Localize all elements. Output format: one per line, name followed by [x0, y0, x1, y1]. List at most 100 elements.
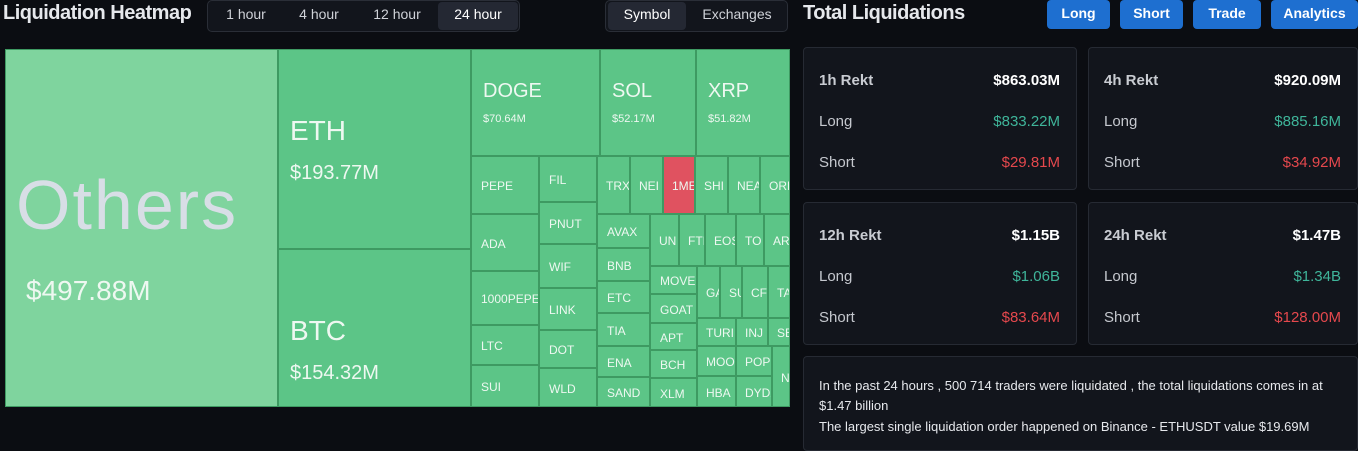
- cell-label: DOGE: [483, 80, 542, 102]
- heatmap-cell[interactable]: DYDX: [736, 376, 772, 407]
- heatmap-cell[interactable]: SOL $52.17M: [600, 49, 696, 156]
- cell-label: PNUT: [549, 217, 582, 231]
- time-tab[interactable]: 1 hour: [226, 6, 266, 22]
- heatmap-cell[interactable]: TO: [736, 214, 764, 266]
- heatmap-cell[interactable]: 1ME: [663, 156, 695, 214]
- cell-label: LTC: [481, 339, 503, 353]
- stat-value: $128.00M: [1274, 309, 1341, 326]
- heatmap-cell[interactable]: TURI: [697, 318, 736, 346]
- heatmap-cell[interactable]: DOT: [539, 330, 597, 368]
- heatmap-cell[interactable]: XRP $51.82M: [696, 49, 790, 156]
- cell-label: ENA: [607, 355, 632, 370]
- heatmap-cell[interactable]: AVAX: [597, 214, 650, 248]
- heatmap-cell[interactable]: ENA: [597, 346, 650, 377]
- heatmap-cell[interactable]: DOGE $70.64M: [471, 49, 600, 156]
- heatmap-cell[interactable]: SEI: [768, 318, 790, 346]
- heatmap-cell[interactable]: SU: [720, 266, 742, 318]
- heatmap-cell[interactable]: TRX: [597, 156, 630, 214]
- stat-label: Long: [1104, 113, 1138, 130]
- cell-label: ADA: [481, 236, 506, 251]
- heatmap-cell[interactable]: MOO: [697, 346, 736, 376]
- stat-value: $833.22M: [993, 113, 1060, 130]
- view-tab[interactable]: Symbol: [608, 2, 686, 30]
- action-button[interactable]: Trade: [1193, 0, 1261, 29]
- heatmap-cell[interactable]: PEPE: [471, 156, 539, 214]
- heatmap-cell[interactable]: LTC: [471, 325, 539, 365]
- cell-label: GOAT: [660, 302, 694, 317]
- heatmap-cell[interactable]: PNUT: [539, 202, 597, 244]
- heatmap-cell[interactable]: TIA: [597, 313, 650, 346]
- heatmap-cell[interactable]: WIF: [539, 244, 597, 288]
- heatmap-cell[interactable]: SUI: [471, 365, 539, 407]
- heatmap-cell[interactable]: GOAT: [650, 294, 697, 323]
- cell-label: HBA: [706, 385, 731, 400]
- stat-value: $29.81M: [1001, 154, 1060, 171]
- heatmap-cell[interactable]: TA: [768, 266, 790, 318]
- heatmap-cell[interactable]: ORD: [760, 156, 790, 214]
- heatmap-cell[interactable]: ETH $193.77M: [278, 49, 471, 249]
- cell-label: XLM: [660, 386, 685, 401]
- heatmap-cell[interactable]: ETC: [597, 281, 650, 313]
- cell-value: $497.88M: [26, 275, 151, 306]
- cell-label: MOO: [706, 355, 735, 369]
- heatmap-cell[interactable]: NEI: [630, 156, 663, 214]
- stat-card: 1h Rekt $863.03M Long $833.22M Short $29.81M: [803, 47, 1077, 190]
- summary-text: In the past 24 hours , 500 714 traders w…: [819, 378, 1323, 413]
- cell-label: AVAX: [607, 225, 638, 239]
- heatmap-cell[interactable]: ADA: [471, 214, 539, 271]
- heatmap-cell[interactable]: APT: [650, 323, 697, 350]
- cell-label: SUI: [481, 380, 502, 394]
- heatmap-cell[interactable]: LINK: [539, 288, 597, 330]
- time-tab[interactable]: 12 hour: [373, 6, 421, 22]
- heatmap-cell[interactable]: INJ: [736, 318, 768, 346]
- heatmap-cell[interactable]: EOS: [705, 214, 736, 266]
- heatmap-cell[interactable]: POPC: [736, 346, 772, 376]
- heatmap-cell[interactable]: XLM: [650, 378, 697, 407]
- cell-label: DOT: [549, 343, 575, 357]
- heatmap-cell[interactable]: FIL: [539, 156, 597, 202]
- cell-label: BNB: [607, 258, 632, 273]
- cell-label: DYDX: [745, 385, 771, 400]
- heatmap-cell[interactable]: Others $497.88M: [5, 49, 278, 407]
- heatmap-cell[interactable]: FTI: [679, 214, 705, 266]
- cell-label: TA: [777, 286, 789, 300]
- heatmap-cell[interactable]: BNB: [597, 248, 650, 281]
- heatmap-cell[interactable]: MOVE: [650, 266, 697, 294]
- cell-label: UN: [659, 234, 677, 248]
- stat-card: 12h Rekt $1.15B Long $1.06B Short $83.64M: [803, 202, 1077, 345]
- heatmap-cell[interactable]: 1000PEPE: [471, 271, 539, 325]
- stat-label: Long: [1104, 268, 1138, 285]
- stat-value: $1.34B: [1293, 268, 1341, 285]
- heatmap-cell[interactable]: AR: [764, 214, 790, 266]
- stat-label: 24h Rekt: [1104, 227, 1167, 244]
- heatmap-cell[interactable]: BTC $154.32M: [278, 249, 471, 407]
- cell-label: WLD: [549, 381, 576, 396]
- cell-label: PEPE: [481, 179, 514, 193]
- cell-label: ETC: [607, 291, 631, 305]
- heatmap-cell[interactable]: GA: [697, 266, 720, 318]
- heatmap-cell[interactable]: CF: [742, 266, 768, 318]
- stat-label: Long: [819, 268, 853, 285]
- cell-label: FTI: [688, 234, 705, 248]
- time-tab[interactable]: 4 hour: [299, 6, 339, 22]
- heatmap-cell[interactable]: WLD: [539, 368, 597, 407]
- cell-label: FIL: [549, 173, 567, 187]
- action-button[interactable]: Analytics: [1271, 0, 1358, 29]
- time-tab[interactable]: 24 hour: [438, 2, 518, 30]
- heatmap-cell[interactable]: N: [772, 346, 790, 407]
- heatmap-cell[interactable]: BCH: [650, 350, 697, 378]
- stat-label: Short: [819, 309, 855, 326]
- cell-label: POPC: [745, 355, 771, 369]
- heatmap-cell[interactable]: SAND: [597, 377, 650, 407]
- action-button[interactable]: Long: [1047, 0, 1110, 29]
- summary-card: In the past 24 hours , 500 714 traders w…: [803, 356, 1358, 451]
- heatmap-cell[interactable]: UN: [650, 214, 679, 266]
- heatmap-cell[interactable]: NEA: [728, 156, 760, 214]
- cell-label: CF: [751, 286, 767, 300]
- heatmap-cell[interactable]: SHI: [695, 156, 728, 214]
- cell-label: NEA: [737, 179, 760, 193]
- heatmap-cell[interactable]: HBA: [697, 376, 736, 407]
- action-button[interactable]: Short: [1120, 0, 1183, 29]
- view-tab[interactable]: Exchanges: [702, 6, 772, 22]
